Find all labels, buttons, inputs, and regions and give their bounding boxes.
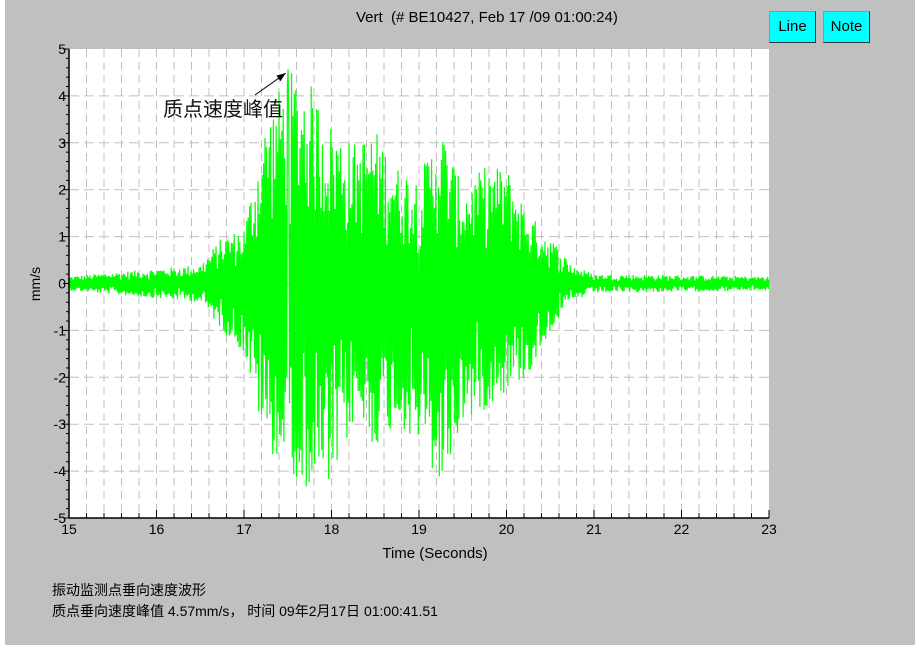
- annotation-arrow-icon: [254, 72, 287, 96]
- y-tick-label: 2: [58, 182, 66, 198]
- x-tick-label: 22: [674, 521, 690, 537]
- x-tick-labels: 15 16 17 18 19 20 21 22 23: [61, 521, 777, 537]
- y-tick-label: 1: [58, 229, 66, 245]
- x-tick-label: 18: [324, 521, 340, 537]
- x-tick-label: 16: [149, 521, 165, 537]
- caption-peak-info: 质点垂向速度峰值 4.57mm/s， 时间 09年2月17日 01:00:41.…: [52, 603, 438, 619]
- waveform-series: [68, 69, 770, 487]
- axes: [63, 48, 770, 519]
- x-tick-label: 17: [236, 521, 252, 537]
- note-button[interactable]: Note: [823, 11, 870, 43]
- peak-annotation: 质点速度峰值: [163, 97, 283, 121]
- x-tick-label: 19: [411, 521, 427, 537]
- x-tick-label: 23: [761, 521, 777, 537]
- chart-title: Vert (# BE10427, Feb 17 /09 01:00:24): [356, 9, 618, 26]
- y-tick-labels: 5 4 3 2 1 0 -1 -2 -3 -4 -5: [54, 41, 67, 526]
- y-tick-label: 0: [58, 276, 66, 292]
- y-tick-label: 4: [58, 88, 66, 104]
- y-tick-label: 5: [58, 41, 66, 57]
- x-tick-label: 20: [499, 521, 515, 537]
- y-tick-label: 3: [58, 135, 66, 151]
- x-tick-label: 15: [61, 521, 77, 537]
- y-tick-label: -3: [54, 416, 67, 432]
- y-tick-label: -5: [54, 510, 67, 526]
- y-tick-label: -1: [54, 322, 67, 338]
- x-axis-label: Time (Seconds): [382, 545, 487, 562]
- y-tick-label: -4: [54, 463, 67, 479]
- y-axis-label: mm/s: [27, 267, 43, 301]
- line-button[interactable]: Line: [769, 11, 816, 43]
- x-tick-label: 21: [586, 521, 602, 537]
- y-tick-label: -2: [54, 369, 67, 385]
- caption-title: 振动监测点垂向速度波形: [52, 582, 206, 598]
